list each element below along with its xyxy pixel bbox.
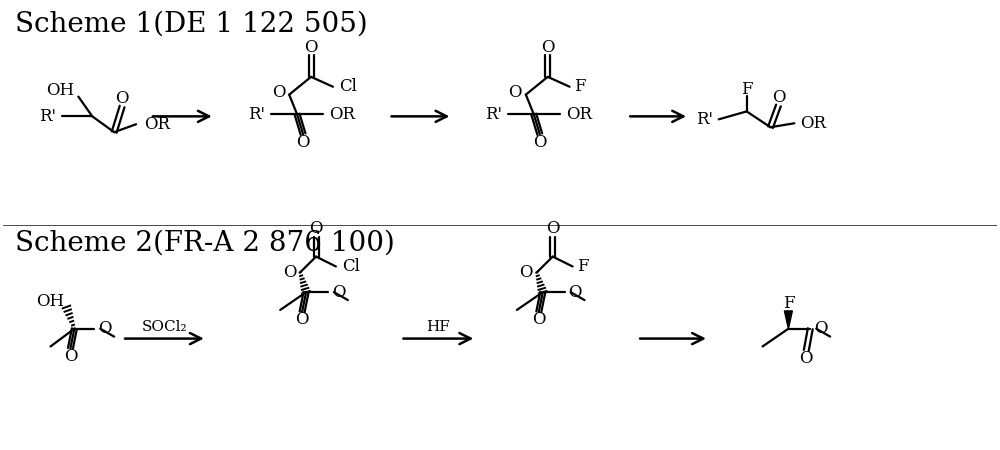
Text: O: O (296, 134, 310, 151)
Text: O: O (64, 348, 77, 365)
Polygon shape (784, 311, 792, 328)
Text: O: O (309, 220, 323, 238)
Text: OH: OH (36, 292, 64, 310)
Text: O: O (283, 264, 296, 281)
Text: O: O (272, 84, 285, 101)
Text: R': R' (696, 111, 713, 128)
Text: O: O (115, 90, 129, 107)
Text: HF: HF (426, 320, 450, 334)
Text: OR: OR (329, 106, 355, 123)
Text: Cl: Cl (342, 258, 360, 275)
Text: O: O (814, 320, 828, 337)
Text: R': R' (248, 106, 265, 123)
Text: F: F (574, 78, 585, 95)
Text: O: O (508, 84, 522, 101)
Text: R': R' (485, 106, 502, 123)
Text: O: O (546, 220, 559, 238)
Text: Scheme 2(FR-A 2 876 100): Scheme 2(FR-A 2 876 100) (15, 230, 395, 257)
Text: O: O (800, 350, 813, 367)
Text: O: O (533, 134, 547, 151)
Text: O: O (541, 39, 554, 56)
Text: Scheme 1(DE 1 122 505): Scheme 1(DE 1 122 505) (15, 11, 367, 38)
Text: R': R' (39, 108, 56, 125)
Text: OR: OR (566, 106, 592, 123)
Text: O: O (304, 39, 318, 56)
Text: OH: OH (46, 82, 74, 99)
Text: Cl: Cl (339, 78, 357, 95)
Text: F: F (741, 81, 752, 98)
Text: O: O (772, 89, 785, 106)
Text: O: O (295, 311, 309, 328)
Text: F: F (783, 294, 794, 311)
Text: F: F (577, 258, 588, 275)
Text: O: O (332, 284, 345, 301)
Text: O: O (569, 284, 582, 301)
Text: O: O (519, 264, 533, 281)
Text: OR: OR (144, 116, 170, 133)
Text: OR: OR (800, 115, 826, 132)
Text: O: O (98, 320, 112, 337)
Text: O: O (532, 311, 546, 328)
Text: SOCl₂: SOCl₂ (142, 320, 187, 334)
